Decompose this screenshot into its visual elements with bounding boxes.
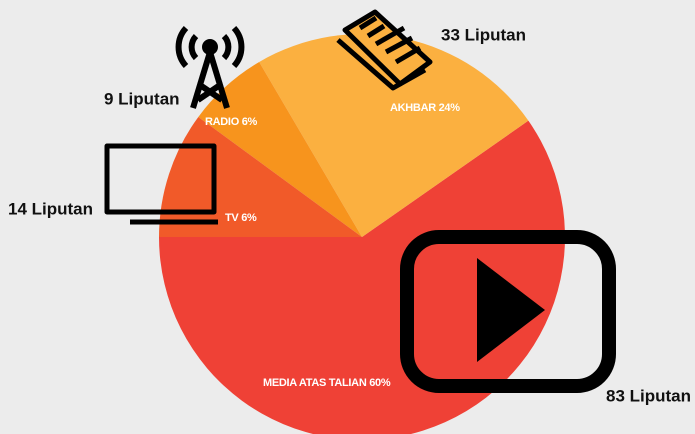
- pie-slice: [259, 33, 529, 237]
- value-label: 83 Liputan: [606, 386, 691, 405]
- value-label: 14 Liputan: [8, 199, 93, 218]
- pie-slice: [198, 61, 362, 237]
- value-label: 9 Liputan: [104, 89, 180, 108]
- tv-icon: [104, 143, 218, 225]
- slice-label: TV 6%: [225, 212, 257, 224]
- pie: [159, 33, 565, 434]
- radio-icon: [175, 25, 245, 109]
- value-label: 33 Liputan: [441, 25, 526, 44]
- slice-label: RADIO 6%: [205, 116, 258, 128]
- play-icon: [400, 230, 616, 393]
- pie-slice: [159, 120, 565, 434]
- slice-label: MEDIA ATAS TALIAN 60%: [263, 377, 391, 389]
- newspaper-icon: [336, 9, 433, 91]
- slice-label: AKHBAR 24%: [390, 102, 460, 114]
